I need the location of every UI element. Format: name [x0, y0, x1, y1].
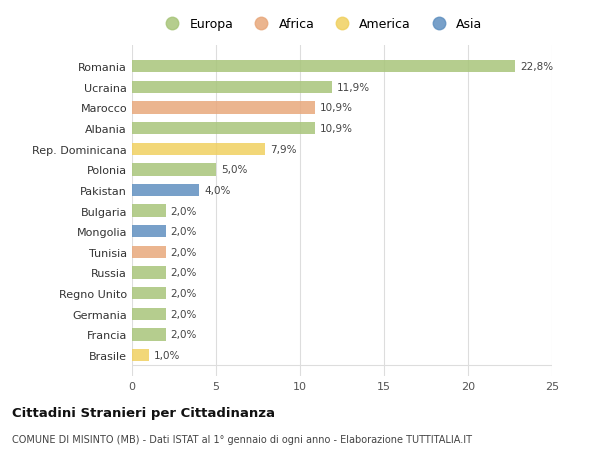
Text: 2,0%: 2,0% — [170, 309, 197, 319]
Text: 2,0%: 2,0% — [170, 268, 197, 278]
Legend: Europa, Africa, America, Asia: Europa, Africa, America, Asia — [155, 13, 487, 36]
Text: 7,9%: 7,9% — [270, 145, 296, 154]
Bar — [132, 287, 166, 300]
Bar — [132, 185, 199, 197]
Text: 4,0%: 4,0% — [204, 185, 230, 196]
Text: 22,8%: 22,8% — [520, 62, 553, 72]
Bar — [132, 61, 515, 73]
Bar — [132, 246, 166, 258]
Text: 11,9%: 11,9% — [337, 83, 370, 93]
Bar — [132, 102, 315, 114]
Text: COMUNE DI MISINTO (MB) - Dati ISTAT al 1° gennaio di ogni anno - Elaborazione TU: COMUNE DI MISINTO (MB) - Dati ISTAT al 1… — [12, 434, 472, 444]
Text: 5,0%: 5,0% — [221, 165, 247, 175]
Bar — [132, 225, 166, 238]
Text: 2,0%: 2,0% — [170, 330, 197, 340]
Text: 1,0%: 1,0% — [154, 350, 180, 360]
Bar — [132, 82, 332, 94]
Bar — [132, 349, 149, 361]
Text: 2,0%: 2,0% — [170, 247, 197, 257]
Text: 10,9%: 10,9% — [320, 124, 353, 134]
Text: 10,9%: 10,9% — [320, 103, 353, 113]
Bar — [132, 308, 166, 320]
Bar — [132, 143, 265, 156]
Text: 2,0%: 2,0% — [170, 288, 197, 298]
Text: 2,0%: 2,0% — [170, 227, 197, 237]
Bar — [132, 267, 166, 279]
Bar — [132, 329, 166, 341]
Bar — [132, 164, 216, 176]
Bar — [132, 205, 166, 217]
Bar — [132, 123, 315, 135]
Text: Cittadini Stranieri per Cittadinanza: Cittadini Stranieri per Cittadinanza — [12, 406, 275, 419]
Text: 2,0%: 2,0% — [170, 206, 197, 216]
